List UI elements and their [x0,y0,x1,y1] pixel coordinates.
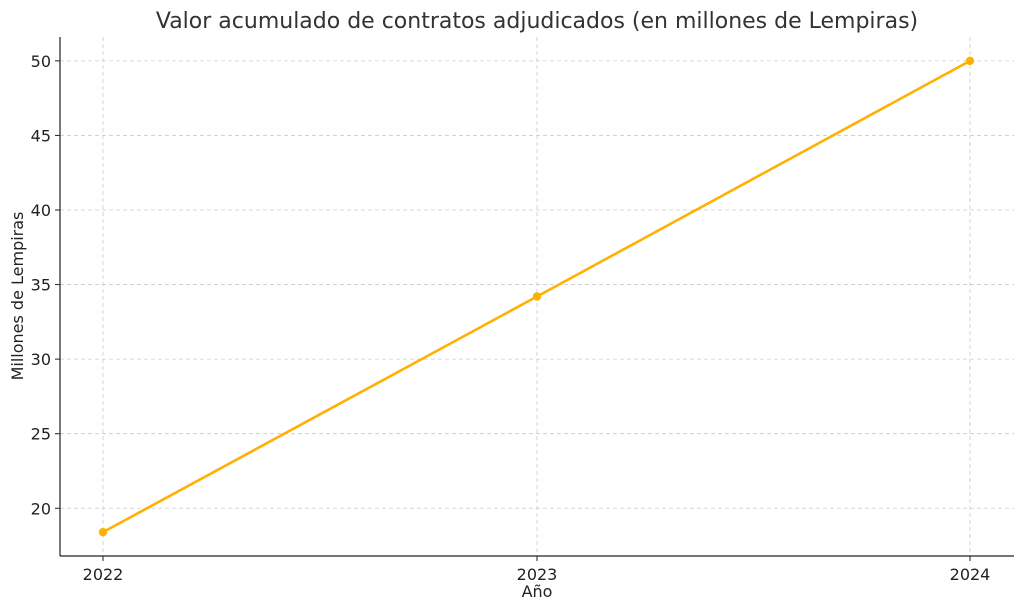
series [98,56,975,537]
data-point [98,527,108,537]
y-tick-label: 50 [31,52,51,71]
chart-title: Valor acumulado de contratos adjudicados… [156,9,918,34]
y-tick-label: 30 [31,350,51,369]
grid [60,37,1014,556]
x-tick-label: 2023 [517,565,558,584]
ticks: 20 25 30 35 40 45 50 2022 2023 2024 [31,52,991,584]
x-tick-label: 2024 [950,565,991,584]
y-tick-label: 45 [31,126,51,145]
y-tick-label: 25 [31,425,51,444]
y-axis-label: Millones de Lempiras [8,212,27,381]
x-tick-label: 2022 [83,565,124,584]
y-tick-label: 20 [31,499,51,518]
y-tick-label: 35 [31,276,51,295]
x-axis-label: Año [522,582,553,601]
data-point [965,56,975,66]
y-tick-label: 40 [31,201,51,220]
data-point [532,292,542,301]
